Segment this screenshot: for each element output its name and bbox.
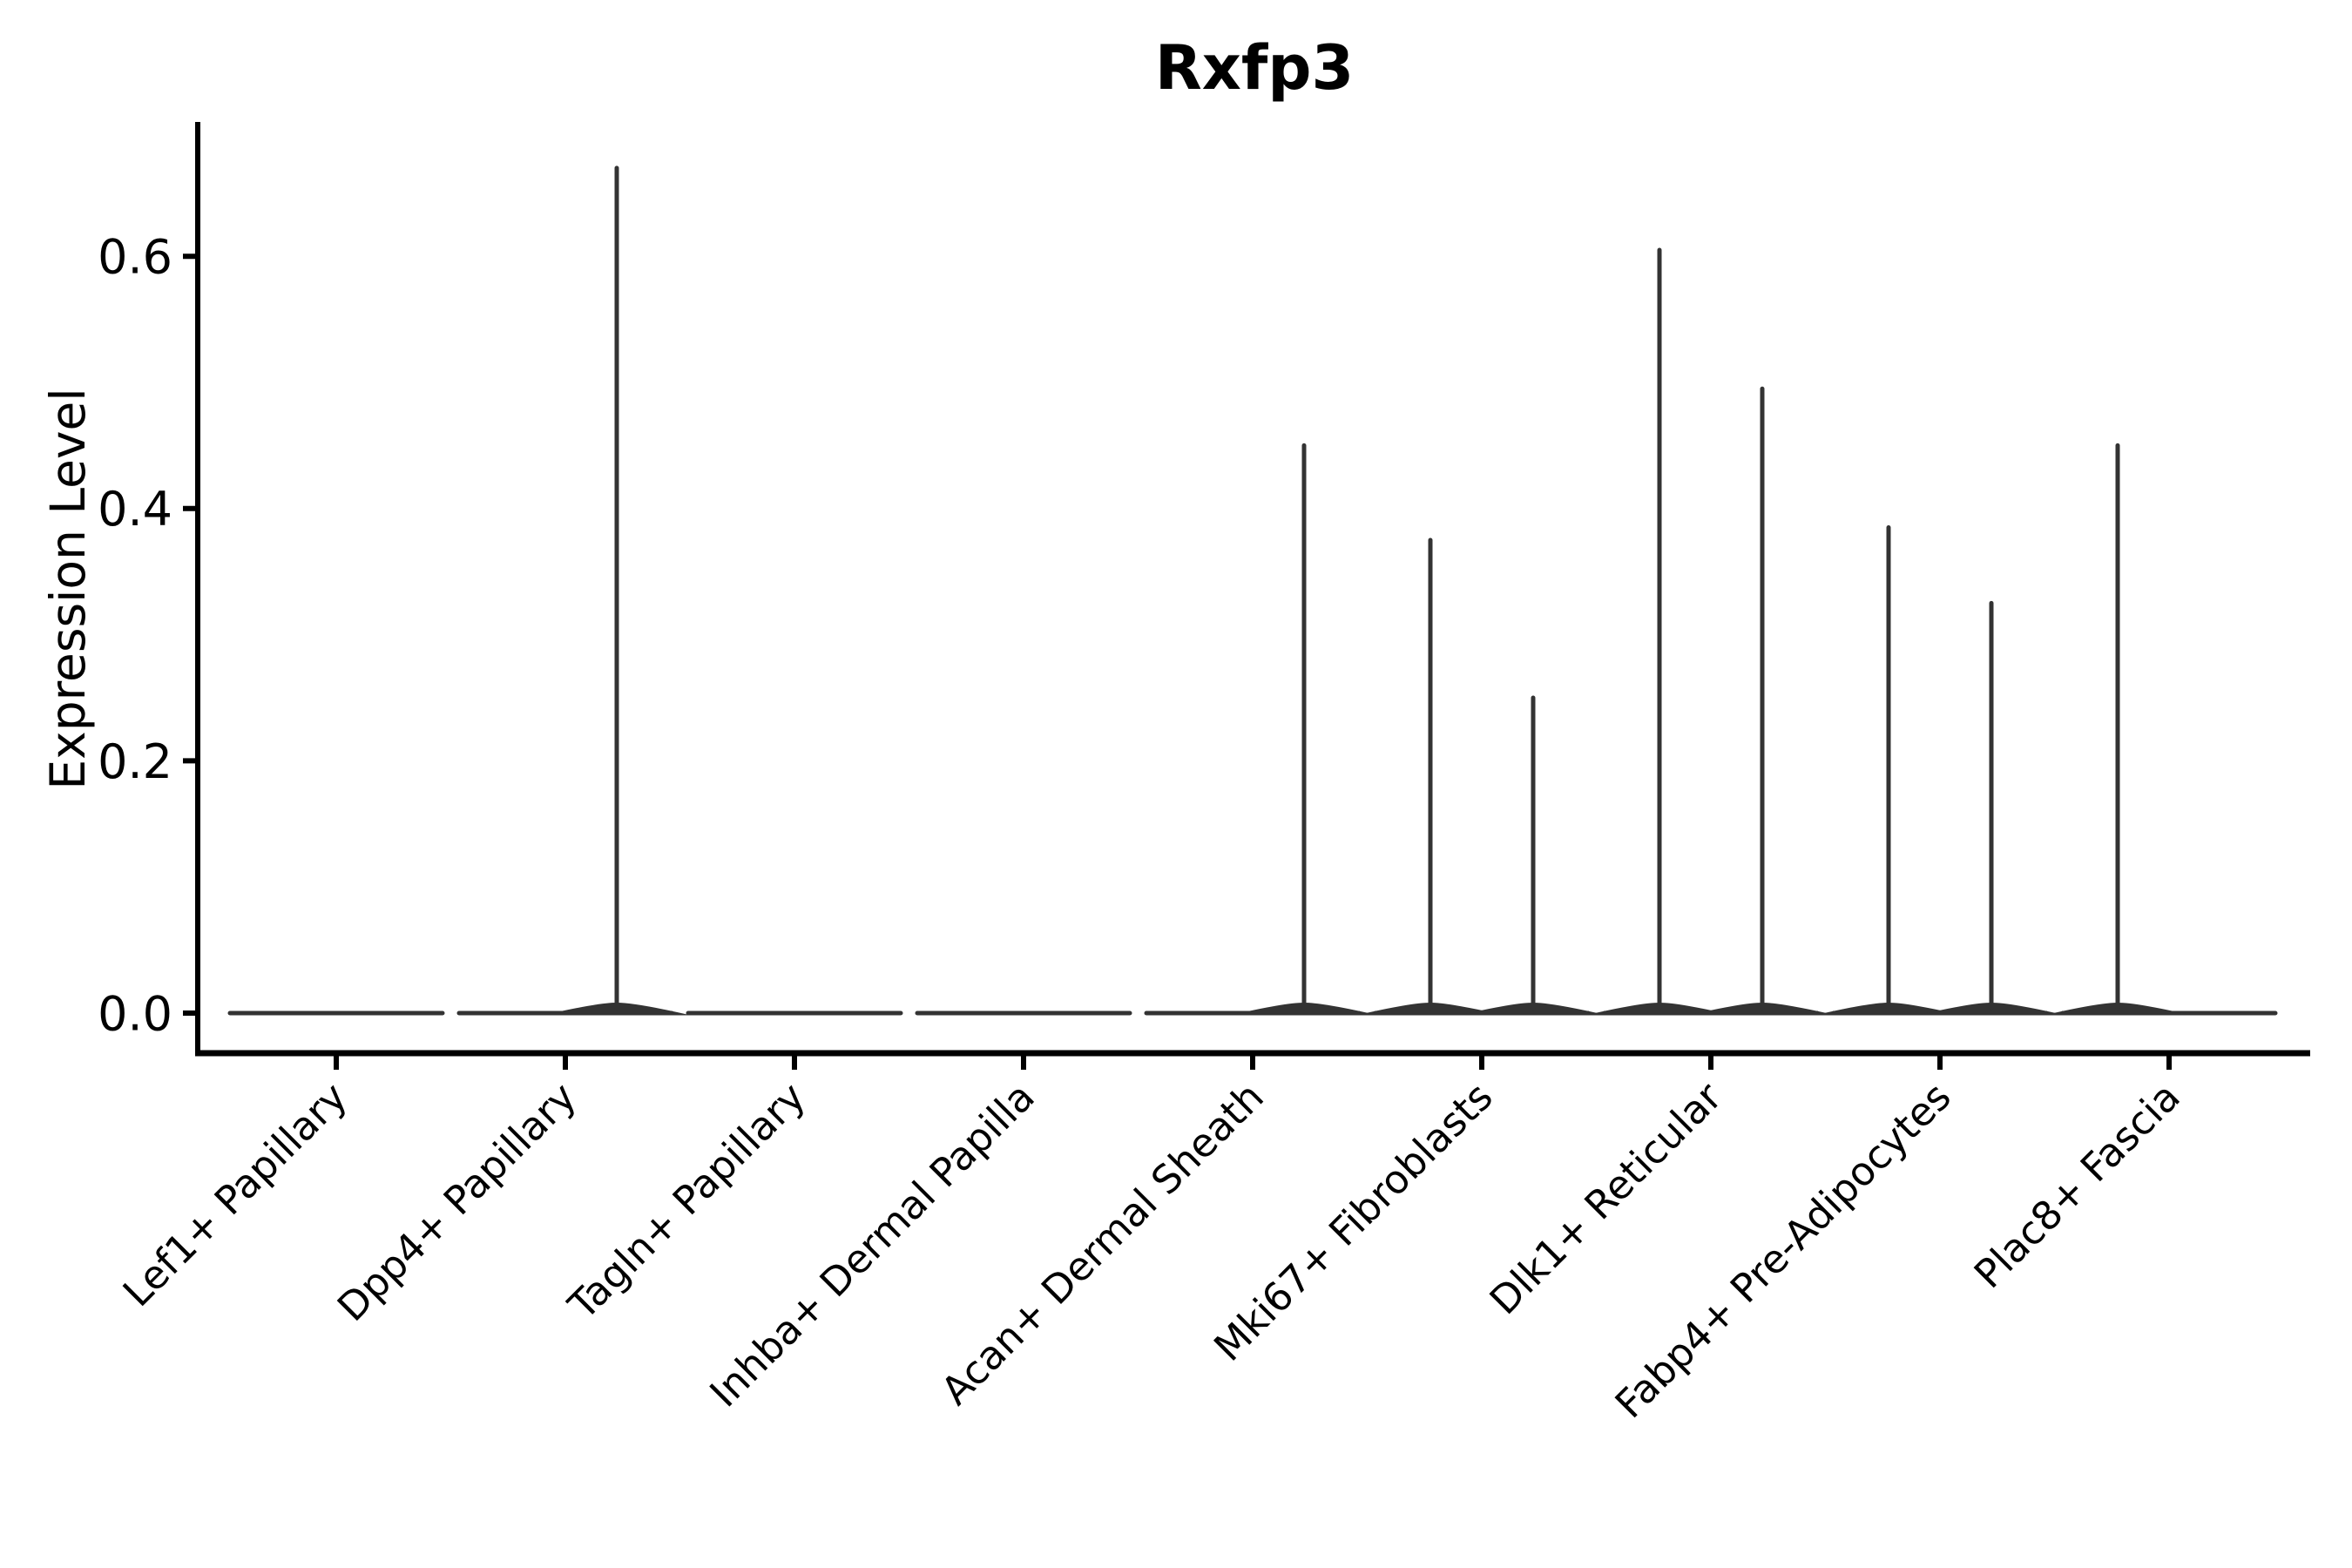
- x-tick-label: Dlk1+ Reticular: [1481, 1073, 1731, 1323]
- violins-layer: [227, 166, 2278, 1016]
- x-tick-label: Plac8+ Fascia: [1965, 1073, 2189, 1297]
- y-tick-label: 0.0: [98, 986, 172, 1041]
- x-tick-label: Dpp4+ Papillary: [328, 1073, 585, 1330]
- x-tick-label: Tagln+ Papillary: [559, 1073, 814, 1328]
- y-tick-label: 0.4: [98, 482, 172, 537]
- y-tick-label: 0.2: [98, 734, 172, 789]
- chart-title: Rxfp3: [1155, 32, 1354, 104]
- x-tick-label: Lef1+ Papillary: [114, 1073, 356, 1315]
- y-axis-label: Expression Level: [40, 388, 96, 789]
- y-tick-label: 0.6: [98, 230, 172, 285]
- y-axis-ticks: 0.0 0.2 0.4 0.6: [98, 230, 198, 1041]
